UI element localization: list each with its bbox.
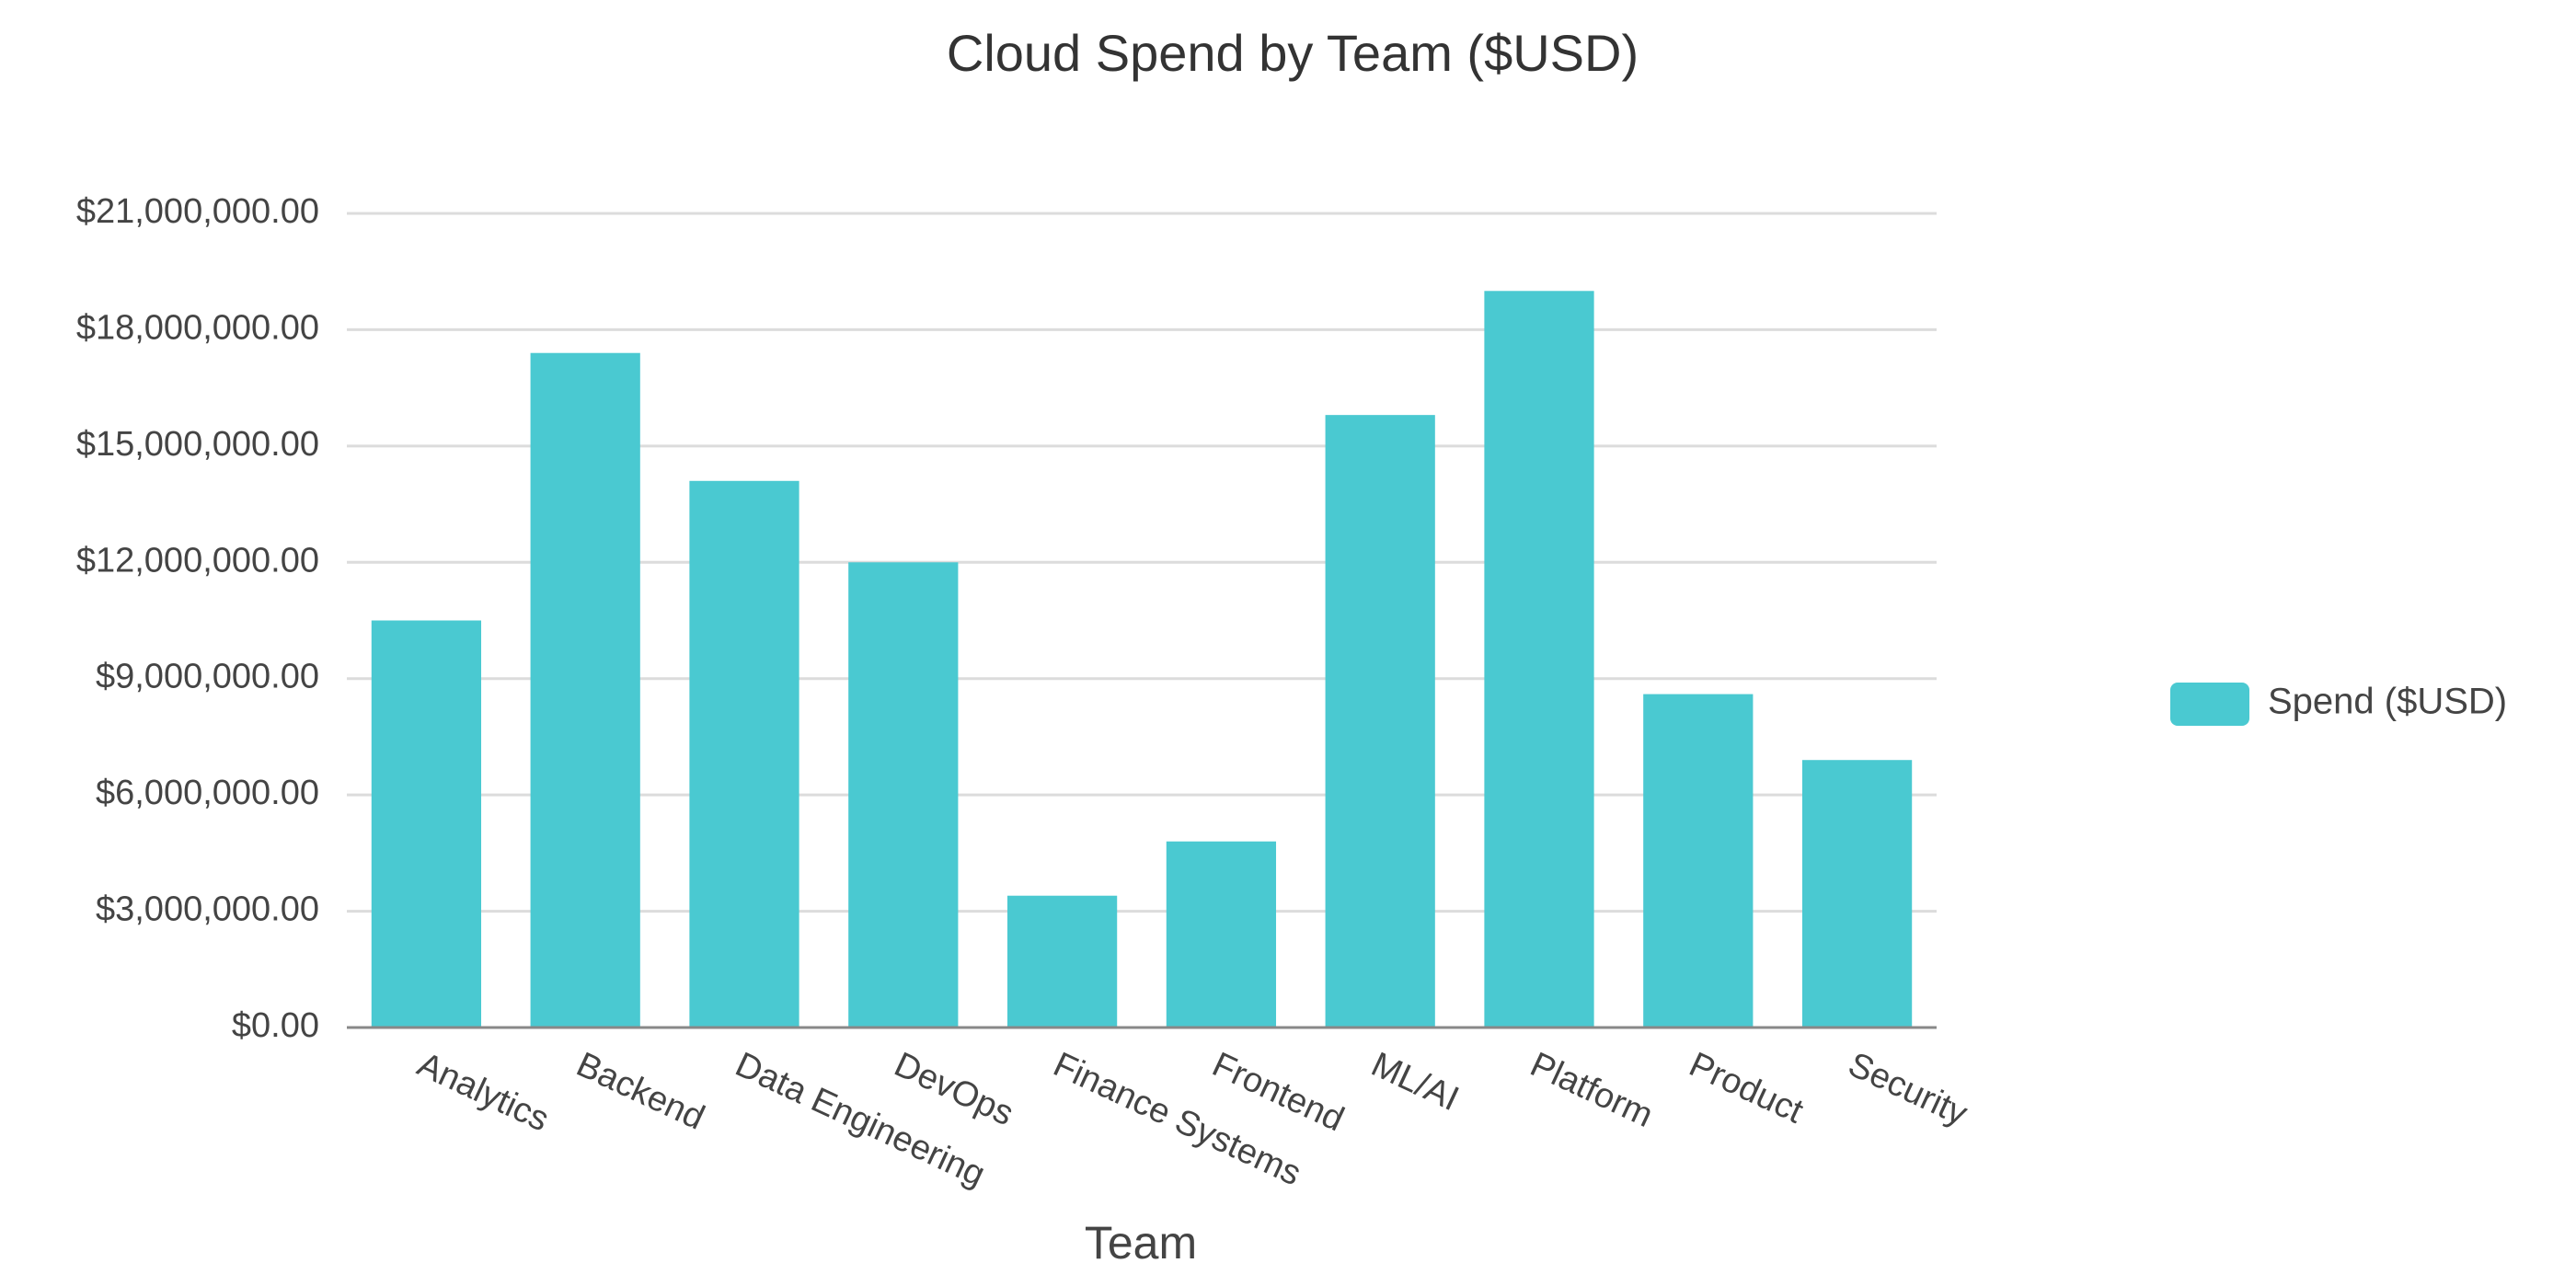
bar xyxy=(1325,415,1435,1028)
bar xyxy=(689,480,799,1028)
y-tick-label: $3,000,000.00 xyxy=(96,890,319,929)
y-tick-label: $18,000,000.00 xyxy=(76,308,319,347)
bar xyxy=(1643,694,1754,1028)
x-axis-title: Team xyxy=(1085,1217,1197,1269)
bar xyxy=(371,620,482,1028)
legend-label: Spend ($USD) xyxy=(2268,682,2507,722)
bar xyxy=(1801,760,1913,1028)
y-tick-label: $12,000,000.00 xyxy=(76,541,319,580)
bar xyxy=(848,562,959,1028)
y-tick-label: $15,000,000.00 xyxy=(76,425,319,464)
chart-title: Cloud Spend by Team ($USD) xyxy=(947,24,1639,82)
y-tick-label: $21,000,000.00 xyxy=(76,192,319,231)
bar xyxy=(1484,291,1594,1028)
y-tick-label: $0.00 xyxy=(232,1006,319,1045)
y-tick-label: $9,000,000.00 xyxy=(96,658,319,696)
bar xyxy=(530,352,640,1028)
y-tick-label: $6,000,000.00 xyxy=(96,774,319,812)
bar xyxy=(1006,895,1118,1028)
legend-swatch xyxy=(2170,683,2249,726)
bar xyxy=(1166,841,1277,1028)
